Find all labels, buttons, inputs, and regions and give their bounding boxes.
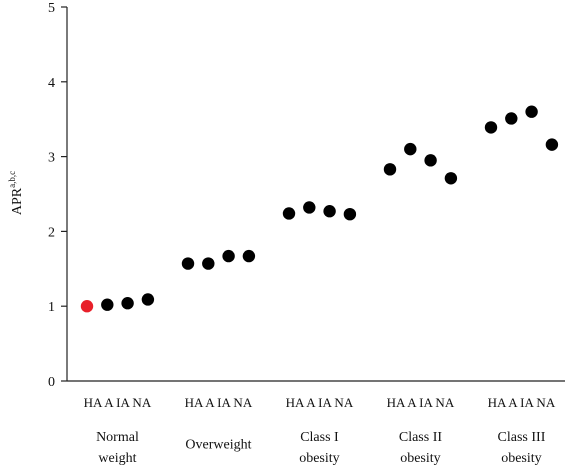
y-tick-label: 5 <box>48 1 55 16</box>
data-point <box>121 297 134 310</box>
y-tick-label: 3 <box>48 151 55 166</box>
data-point <box>404 142 417 156</box>
data-point <box>525 105 538 118</box>
data-point <box>242 249 256 263</box>
data-points <box>80 105 559 313</box>
y-tick-label: 2 <box>48 225 55 240</box>
group-label: Normal <box>96 430 139 445</box>
data-point <box>282 207 296 220</box>
y-axis-label: APRa,b,c <box>7 171 25 215</box>
data-point <box>343 207 357 221</box>
category-label-row: HA A IA NA <box>185 395 253 410</box>
data-point <box>444 172 458 185</box>
data-point <box>383 163 397 176</box>
group-label: Overweight <box>185 438 251 453</box>
group-label: obesity <box>299 451 339 466</box>
group-label: weight <box>98 451 136 466</box>
data-point <box>484 121 498 134</box>
group-label: Class III <box>498 430 546 445</box>
category-labels: HA A IA NA HA A IA NA HA A IA NA HA A IA NA… <box>84 395 556 410</box>
data-point <box>424 154 437 167</box>
group-label: Class II <box>399 430 443 445</box>
group-label: obesity <box>400 451 440 466</box>
data-point <box>323 205 336 218</box>
data-point <box>303 201 316 214</box>
category-label-row: HA A IA NA <box>488 395 556 410</box>
group-label: obesity <box>501 451 541 466</box>
category-label-row: HA A IA NA <box>286 395 354 410</box>
data-point <box>181 257 195 270</box>
data-point <box>141 293 155 306</box>
y-axis-label-text: APR <box>10 187 25 215</box>
data-point <box>545 138 559 151</box>
y-ticks: 0 1 2 3 4 5 <box>48 1 67 390</box>
category-label-row: HA A IA NA <box>387 395 455 410</box>
data-point <box>80 300 94 313</box>
y-tick-label: 0 <box>48 375 55 390</box>
data-point <box>505 112 518 125</box>
y-axis-label-superscript: a,b,c <box>7 171 17 188</box>
axes <box>66 7 565 382</box>
data-point <box>202 257 215 270</box>
group-label: Class I <box>300 430 339 445</box>
y-tick-label: 4 <box>48 76 55 91</box>
category-label-row: HA A IA NA <box>84 395 152 410</box>
data-point <box>101 298 114 311</box>
group-labels: Normal weight Overweight Class I obesity Clas… <box>96 430 546 466</box>
y-tick-label: 1 <box>48 300 55 315</box>
data-point <box>222 249 235 263</box>
